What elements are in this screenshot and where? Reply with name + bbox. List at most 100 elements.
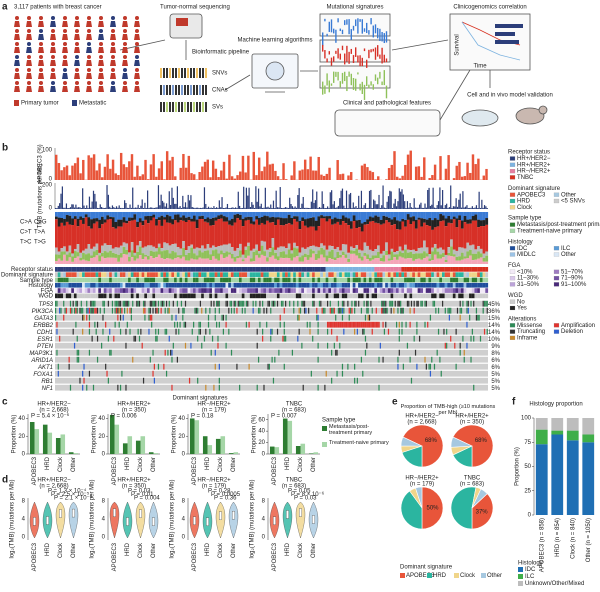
alteration bbox=[359, 321, 361, 328]
track-cell bbox=[355, 272, 359, 277]
track-cell bbox=[220, 282, 223, 288]
chart-subtitle: HR+/HER2+ bbox=[117, 402, 151, 408]
tmb-bar bbox=[237, 191, 239, 209]
alteration bbox=[356, 321, 359, 328]
alteration bbox=[149, 300, 151, 307]
track-cell bbox=[450, 282, 453, 288]
substitution-cell bbox=[417, 217, 421, 220]
tmb-bar bbox=[249, 207, 252, 209]
alteration bbox=[191, 328, 193, 335]
x-tick-label: APOBEC3 bbox=[112, 456, 118, 485]
track-cell bbox=[95, 272, 99, 277]
track-cell bbox=[441, 293, 445, 299]
track-cell bbox=[339, 282, 342, 288]
substitution-cell bbox=[57, 212, 61, 218]
substitution-cell bbox=[257, 218, 261, 225]
alteration bbox=[76, 307, 78, 314]
substitution-cell bbox=[144, 212, 148, 217]
substitution-cell bbox=[425, 219, 429, 226]
track-cell bbox=[298, 277, 302, 283]
substitution-cell bbox=[344, 212, 348, 218]
substitution-cell bbox=[136, 258, 139, 264]
alteration bbox=[470, 335, 472, 342]
track-cell bbox=[312, 293, 315, 299]
substitution-cell bbox=[247, 219, 250, 243]
track-cell bbox=[76, 282, 80, 288]
substitution-cell bbox=[293, 257, 296, 264]
alteration bbox=[297, 335, 299, 342]
apobec-bar bbox=[165, 151, 169, 180]
substitution-cell bbox=[285, 218, 288, 225]
track-cell bbox=[401, 267, 405, 272]
track-cell bbox=[423, 293, 426, 299]
alteration bbox=[398, 300, 400, 307]
track-cell bbox=[230, 293, 234, 299]
tmb-bar bbox=[106, 185, 108, 209]
substitution-cell bbox=[84, 214, 88, 218]
tmb-bar bbox=[406, 201, 409, 209]
substitution-cell bbox=[220, 212, 223, 215]
tmb-bar bbox=[466, 205, 468, 209]
tmb-bar bbox=[75, 204, 77, 209]
track-cell bbox=[119, 288, 123, 293]
alteration bbox=[178, 328, 180, 335]
track-cell bbox=[298, 282, 302, 288]
signature-spark bbox=[337, 71, 339, 81]
alteration bbox=[483, 300, 486, 307]
track-cell bbox=[344, 282, 348, 288]
apobec-bar bbox=[209, 177, 212, 180]
track-cell bbox=[312, 282, 315, 288]
track-cell bbox=[195, 293, 199, 299]
substitution-cell bbox=[466, 251, 470, 259]
tmb-bar bbox=[427, 189, 429, 209]
person-head bbox=[135, 55, 139, 59]
legend-swatch bbox=[509, 205, 516, 210]
track-cell bbox=[349, 277, 353, 283]
track-cell bbox=[290, 267, 294, 272]
substitution-cell bbox=[239, 243, 242, 251]
substitution-cell bbox=[220, 245, 223, 251]
person-body bbox=[110, 47, 116, 53]
tmb-bar bbox=[118, 205, 120, 209]
track-cell bbox=[333, 272, 337, 277]
track-cell bbox=[322, 277, 326, 283]
track-cell bbox=[485, 282, 489, 288]
data-label: 37% bbox=[476, 510, 489, 516]
tmb-bar bbox=[117, 207, 119, 209]
alteration bbox=[441, 300, 444, 307]
apobec-bar bbox=[279, 179, 283, 180]
track-cell bbox=[404, 267, 407, 272]
tmb-bar bbox=[356, 207, 358, 209]
track-cell bbox=[471, 293, 475, 299]
track-cell bbox=[228, 293, 232, 299]
alteration bbox=[408, 300, 410, 307]
signature-spark bbox=[339, 53, 341, 60]
track-cell bbox=[485, 288, 489, 293]
substitution-cell bbox=[471, 212, 475, 216]
apobec-bar bbox=[57, 163, 61, 180]
track-cell bbox=[279, 272, 283, 277]
substitution-cell bbox=[477, 219, 480, 228]
signature-spark bbox=[385, 31, 388, 43]
track-cell bbox=[417, 282, 421, 288]
track-cell bbox=[333, 277, 337, 283]
legend-swatch bbox=[553, 192, 560, 197]
alteration bbox=[96, 321, 99, 328]
substitution-cell bbox=[452, 254, 456, 257]
alteration bbox=[172, 342, 174, 349]
track-cell bbox=[322, 282, 326, 288]
x-tick-label: HRD bbox=[285, 542, 291, 556]
track-cell bbox=[233, 282, 237, 288]
alteration bbox=[348, 321, 350, 328]
track-cell bbox=[455, 267, 459, 272]
tmb-bar bbox=[262, 207, 264, 209]
substitution-cell bbox=[138, 222, 142, 242]
track-cell bbox=[404, 282, 407, 288]
alteration bbox=[343, 321, 345, 328]
x-tick-label: APOBEC3 bbox=[272, 456, 278, 485]
variant-stripe bbox=[199, 102, 201, 112]
substitution-cell bbox=[404, 258, 407, 264]
tmb-bar bbox=[366, 207, 368, 209]
substitution-cell bbox=[441, 212, 445, 216]
substitution-cell bbox=[428, 225, 432, 255]
